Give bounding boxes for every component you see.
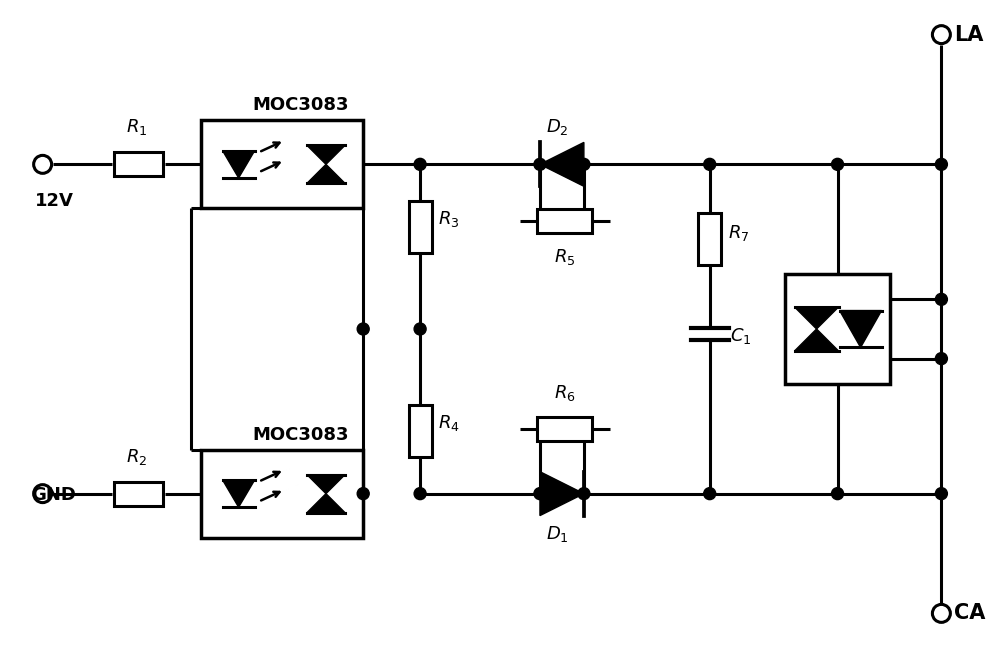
Text: $R_3$: $R_3$ <box>438 209 460 229</box>
Circle shape <box>357 487 369 500</box>
Text: 12V: 12V <box>35 192 74 210</box>
Circle shape <box>414 323 426 335</box>
Circle shape <box>935 158 947 170</box>
Polygon shape <box>795 329 839 351</box>
Bar <box>201 121 363 208</box>
Bar <box>409 405 432 457</box>
Polygon shape <box>540 472 584 515</box>
Polygon shape <box>540 142 584 186</box>
Bar <box>409 201 432 253</box>
Polygon shape <box>840 311 882 347</box>
Polygon shape <box>307 494 345 513</box>
Circle shape <box>357 323 369 335</box>
Polygon shape <box>795 307 839 329</box>
Bar <box>785 274 890 384</box>
Text: $R_6$: $R_6$ <box>554 383 576 403</box>
Text: $R_2$: $R_2$ <box>126 447 147 467</box>
Text: $R_4$: $R_4$ <box>438 413 460 433</box>
Circle shape <box>704 487 716 500</box>
Text: GND: GND <box>31 485 76 504</box>
Text: $R_1$: $R_1$ <box>126 117 147 138</box>
Circle shape <box>414 487 426 500</box>
Text: $R_7$: $R_7$ <box>728 223 749 243</box>
Text: LA: LA <box>954 25 984 45</box>
Text: $D_1$: $D_1$ <box>546 524 568 544</box>
Polygon shape <box>223 151 255 178</box>
Circle shape <box>832 158 844 170</box>
Text: $C_1$: $C_1$ <box>730 326 751 346</box>
Bar <box>698 214 721 265</box>
Text: $R_5$: $R_5$ <box>554 247 576 267</box>
Circle shape <box>935 352 947 365</box>
Polygon shape <box>223 480 255 508</box>
Polygon shape <box>307 145 345 164</box>
Circle shape <box>832 487 844 500</box>
Polygon shape <box>307 164 345 183</box>
Bar <box>114 153 163 177</box>
Bar <box>201 450 363 537</box>
Text: MOC3083: MOC3083 <box>252 97 349 114</box>
Bar <box>537 209 592 233</box>
Circle shape <box>414 158 426 170</box>
Text: $D_2$: $D_2$ <box>546 117 568 138</box>
Text: CA: CA <box>954 604 986 624</box>
Bar <box>114 482 163 506</box>
Circle shape <box>578 487 590 500</box>
Polygon shape <box>307 474 345 494</box>
Circle shape <box>578 158 590 170</box>
Text: MOC3083: MOC3083 <box>252 426 349 444</box>
Circle shape <box>704 158 716 170</box>
Circle shape <box>935 293 947 305</box>
Circle shape <box>534 487 546 500</box>
Bar <box>537 417 592 441</box>
Circle shape <box>935 487 947 500</box>
Circle shape <box>534 158 546 170</box>
